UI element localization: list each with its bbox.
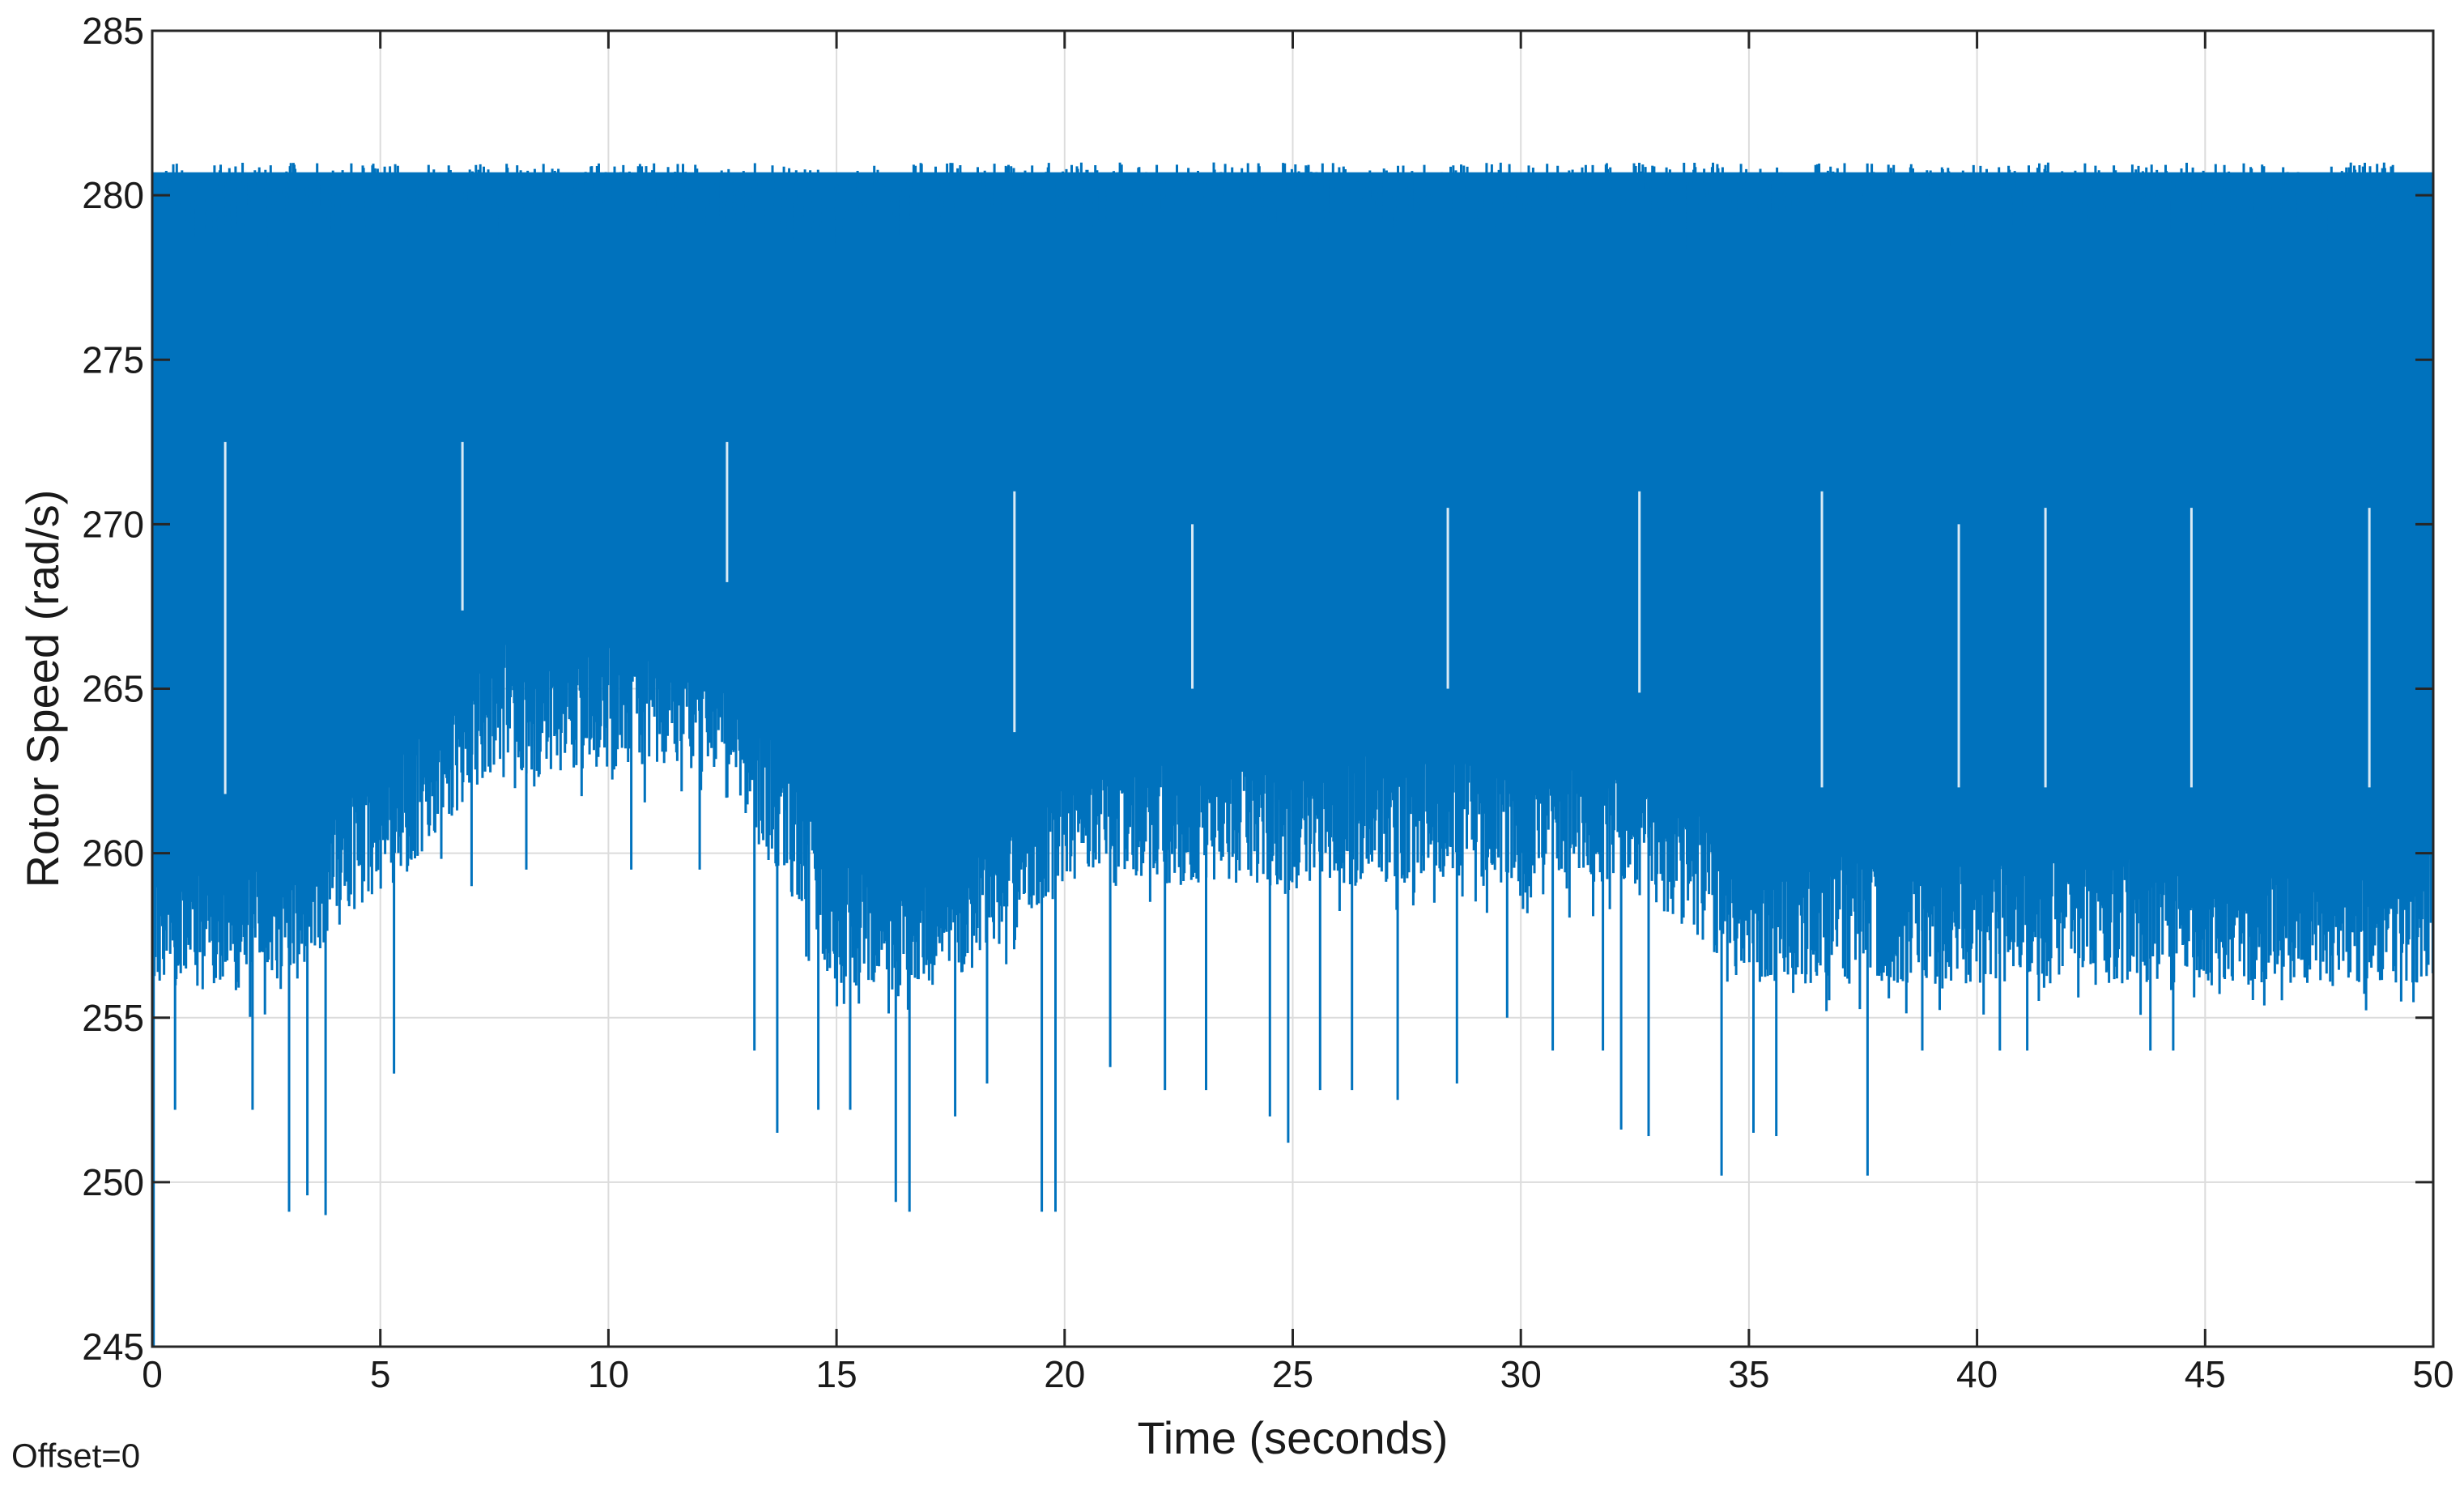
y-tick-label-6: 275 <box>82 338 144 381</box>
y-tick-label-4: 265 <box>82 668 144 710</box>
x-tick-label-7: 35 <box>1728 1353 1769 1395</box>
y-tick-label-0: 245 <box>82 1326 144 1368</box>
y-tick-labels: 245 250 255 260 265 270 275 280 285 <box>82 10 144 1368</box>
x-tick-labels: 0 5 10 15 20 25 30 35 40 45 50 <box>142 1353 2453 1395</box>
signal-trace <box>152 162 2433 1347</box>
rotor-speed-series <box>152 162 2433 1347</box>
y-axis-label: Rotor Speed (rad/s) <box>17 490 68 888</box>
y-tick-label-5: 270 <box>82 503 144 545</box>
x-tick-label-3: 15 <box>816 1353 858 1395</box>
x-tick-label-6: 30 <box>1500 1353 1542 1395</box>
x-tick-label-4: 20 <box>1044 1353 1085 1395</box>
offset-annotation: Offset=0 <box>11 1437 140 1475</box>
x-tick-label-1: 5 <box>370 1353 391 1395</box>
y-tick-label-1: 250 <box>82 1161 144 1203</box>
y-tick-label-3: 260 <box>82 832 144 875</box>
x-tick-label-2: 10 <box>588 1353 629 1395</box>
x-tick-label-5: 25 <box>1272 1353 1313 1395</box>
x-tick-label-8: 40 <box>1956 1353 1998 1395</box>
y-tick-label-7: 280 <box>82 174 144 216</box>
tick-marks <box>151 29 2435 1348</box>
x-tick-label-0: 0 <box>142 1353 163 1395</box>
x-axis-label: Time (seconds) <box>1138 1412 1449 1463</box>
x-tick-label-9: 45 <box>2185 1353 2226 1395</box>
y-tick-label-2: 255 <box>82 997 144 1039</box>
y-tick-label-8: 285 <box>82 10 144 52</box>
x-tick-label-10: 50 <box>2412 1353 2453 1395</box>
